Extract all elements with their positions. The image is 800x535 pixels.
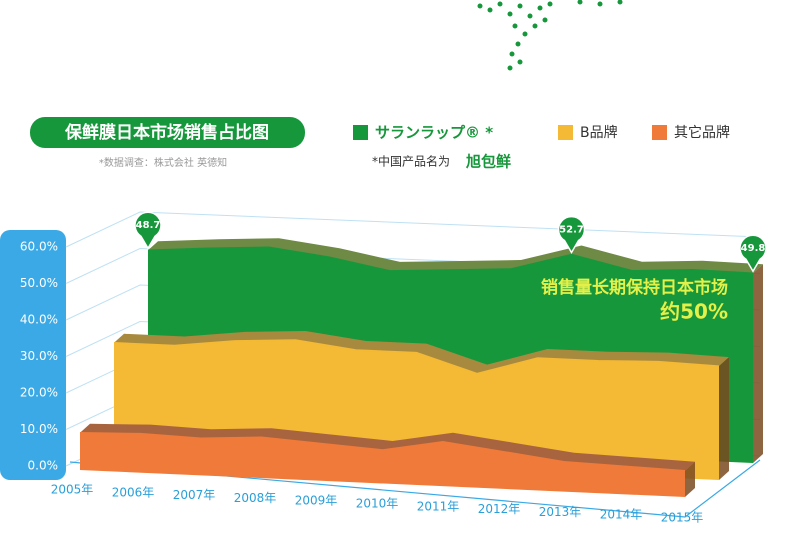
x-tick-label: 2005年 (51, 483, 94, 497)
pin-shape (134, 211, 162, 250)
legend-swatch (558, 125, 573, 140)
x-tick-label: 2015年 (661, 511, 704, 525)
value-pin: 49.8 (739, 234, 767, 273)
x-tick-label: 2011年 (417, 499, 460, 513)
title-pill (30, 117, 305, 148)
y-axis-panel (0, 230, 66, 480)
y-tick-label: 50.0% (20, 276, 58, 290)
note-brand: 旭包鲜 (465, 153, 511, 171)
area-side (753, 264, 763, 463)
x-tick-label: 2013年 (539, 505, 582, 519)
source: *数据调查：株式会社 英德知 (99, 156, 227, 169)
x-tick-label: 2006年 (112, 485, 155, 499)
grid-line (65, 211, 761, 248)
x-tick-label: 2012年 (478, 502, 521, 516)
value-label: 52.7 (559, 225, 584, 236)
chart-title: 保鲜膜日本市场销售占比图 (64, 122, 269, 143)
area-side (685, 461, 695, 497)
x-tick-label: 2014年 (600, 508, 643, 522)
area-line (113, 339, 720, 375)
y-tick-label: 10.0% (20, 422, 58, 436)
area-top (114, 330, 729, 374)
legend-label: サランラップ® * (375, 124, 493, 142)
area-top (80, 423, 695, 471)
value-pin: 48.7 (134, 211, 162, 250)
legend-swatch (652, 125, 667, 140)
area-line (147, 246, 754, 274)
y-tick-label: 40.0% (20, 313, 58, 327)
value-label: 48.7 (136, 220, 161, 231)
x-axis (69, 459, 761, 518)
map-decoration (477, 0, 623, 71)
annotation: 销售量长期保持日本市场 (541, 277, 728, 298)
legend-label: B品牌 (580, 124, 618, 141)
legend-label: 其它品牌 (674, 124, 730, 141)
annotation-value: 约50% (660, 300, 728, 324)
y-tick-label: 60.0% (20, 240, 58, 254)
pin-shape (739, 234, 767, 273)
pin-shape (557, 215, 586, 255)
x-tick-label: 2009年 (295, 494, 338, 508)
y-tick-label: 30.0% (20, 349, 58, 363)
note: *中国产品名为 (372, 154, 450, 169)
value-pin: 52.7 (557, 215, 586, 255)
x-tick-label: 2010年 (356, 497, 399, 511)
area-side (719, 357, 729, 480)
x-tick-label: 2007年 (173, 488, 216, 502)
x-tick-label: 2008年 (234, 491, 277, 505)
y-tick-label: 0.0% (28, 459, 59, 473)
value-label: 49.8 (741, 243, 766, 254)
legend-swatch (353, 125, 368, 140)
y-tick-label: 20.0% (20, 386, 58, 400)
area-body (80, 432, 685, 497)
area-line (79, 432, 686, 472)
